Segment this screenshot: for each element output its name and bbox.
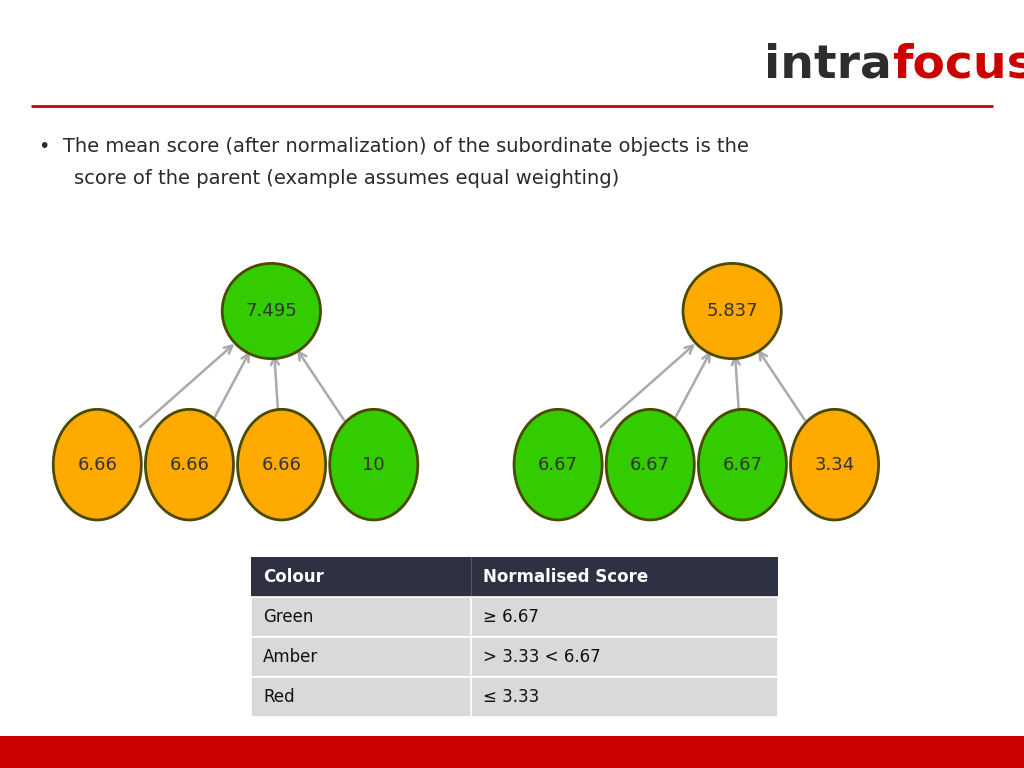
Bar — [251, 597, 778, 637]
Ellipse shape — [698, 409, 786, 520]
Bar — [0, 736, 1024, 768]
Ellipse shape — [222, 263, 321, 359]
Text: 6.66: 6.66 — [78, 455, 117, 474]
Text: •  The mean score (after normalization) of the subordinate objects is the: • The mean score (after normalization) o… — [39, 137, 749, 156]
Bar — [251, 677, 778, 717]
Text: Red: Red — [263, 687, 295, 706]
Text: Colour: Colour — [263, 568, 324, 586]
Text: score of the parent (example assumes equal weighting): score of the parent (example assumes equ… — [74, 169, 618, 188]
Text: 3.34: 3.34 — [814, 455, 855, 474]
Ellipse shape — [791, 409, 879, 520]
Text: focus: focus — [892, 43, 1024, 88]
Text: 10: 10 — [362, 455, 385, 474]
Bar — [251, 637, 778, 677]
Text: intra: intra — [764, 43, 892, 88]
Text: Amber: Amber — [263, 647, 318, 666]
Text: 6.66: 6.66 — [262, 455, 301, 474]
Ellipse shape — [238, 409, 326, 520]
Bar — [251, 557, 778, 597]
Ellipse shape — [606, 409, 694, 520]
Text: 6.66: 6.66 — [170, 455, 209, 474]
Ellipse shape — [53, 409, 141, 520]
Text: ≤ 3.33: ≤ 3.33 — [483, 687, 540, 706]
Ellipse shape — [514, 409, 602, 520]
Text: > 3.33 < 6.67: > 3.33 < 6.67 — [483, 647, 601, 666]
Text: 5.837: 5.837 — [707, 302, 758, 320]
Text: Green: Green — [263, 607, 313, 626]
Ellipse shape — [145, 409, 233, 520]
Ellipse shape — [683, 263, 781, 359]
Ellipse shape — [330, 409, 418, 520]
Text: 6.67: 6.67 — [630, 455, 671, 474]
Text: 7.495: 7.495 — [246, 302, 297, 320]
Text: ≥ 6.67: ≥ 6.67 — [483, 607, 540, 626]
Text: 6.67: 6.67 — [722, 455, 763, 474]
Text: Normalised Score: Normalised Score — [483, 568, 648, 586]
Text: 6.67: 6.67 — [538, 455, 579, 474]
